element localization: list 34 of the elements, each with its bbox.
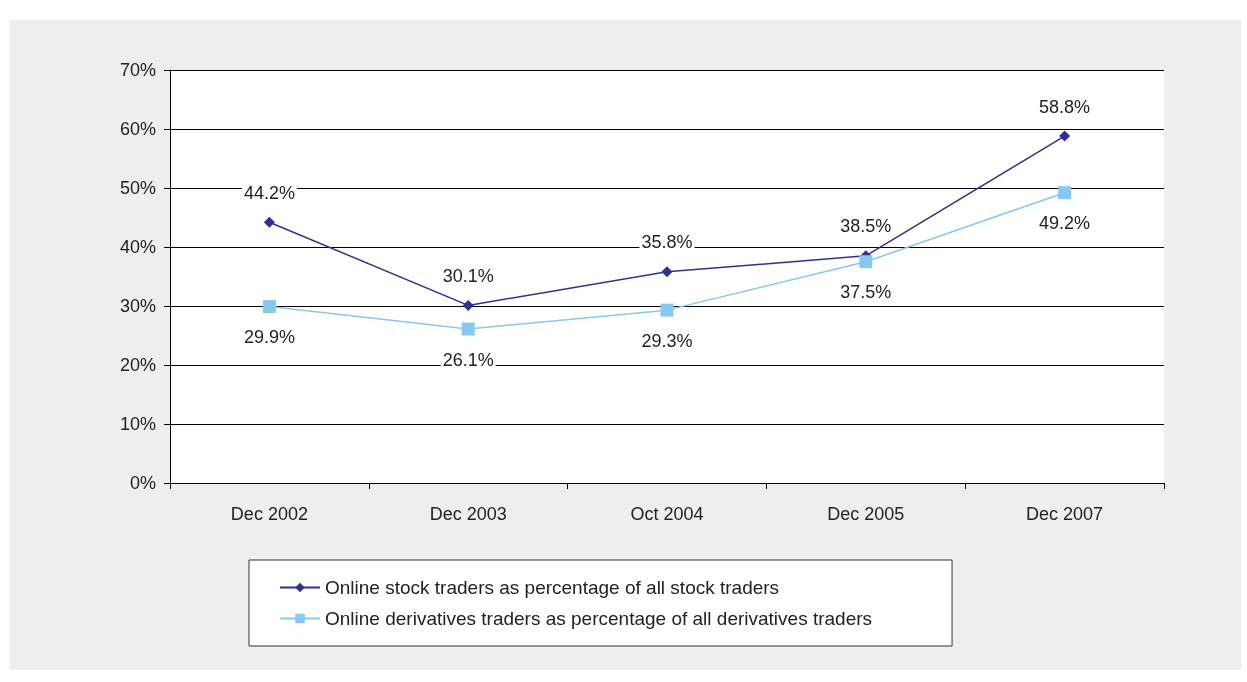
point — [461, 322, 475, 336]
point — [263, 216, 275, 228]
point — [1059, 130, 1071, 142]
point — [462, 299, 474, 311]
y-tick-label: 10% — [119, 414, 156, 434]
point — [1058, 186, 1072, 200]
data-label: 29.9% — [243, 327, 295, 348]
legend-label: Online derivatives traders as percentage of all derivatives traders — [325, 608, 873, 629]
data-label: 30.1% — [442, 265, 494, 286]
y-tick-label: 50% — [119, 178, 156, 198]
point — [262, 300, 276, 314]
data-label: 29.3% — [641, 330, 693, 351]
y-tick-label: 60% — [119, 119, 156, 139]
data-label: 37.5% — [840, 282, 892, 303]
y-tick-label: 20% — [119, 355, 156, 375]
x-tick-label: Dec 2003 — [429, 504, 507, 524]
data-label: 44.2% — [243, 182, 295, 203]
point — [660, 303, 674, 317]
data-label: 35.8% — [641, 232, 693, 253]
x-tick-label: Dec 2007 — [1026, 504, 1104, 524]
point — [661, 266, 673, 278]
legend-label: Online stock traders as percentage of all stock traders — [325, 577, 780, 598]
y-tick-label: 0% — [129, 473, 156, 493]
x-tick-label: Oct 2004 — [630, 504, 704, 524]
data-label: 38.5% — [840, 216, 892, 237]
data-label: 26.1% — [442, 349, 494, 370]
y-tick-label: 30% — [119, 296, 156, 316]
y-tick-label: 70% — [119, 60, 156, 80]
data-label: 49.2% — [1039, 213, 1091, 234]
y-tick-label: 40% — [119, 237, 156, 257]
x-tick-label: Dec 2002 — [230, 504, 308, 524]
x-tick-label: Dec 2005 — [827, 504, 905, 524]
data-label: 58.8% — [1039, 96, 1091, 117]
point — [859, 255, 873, 269]
